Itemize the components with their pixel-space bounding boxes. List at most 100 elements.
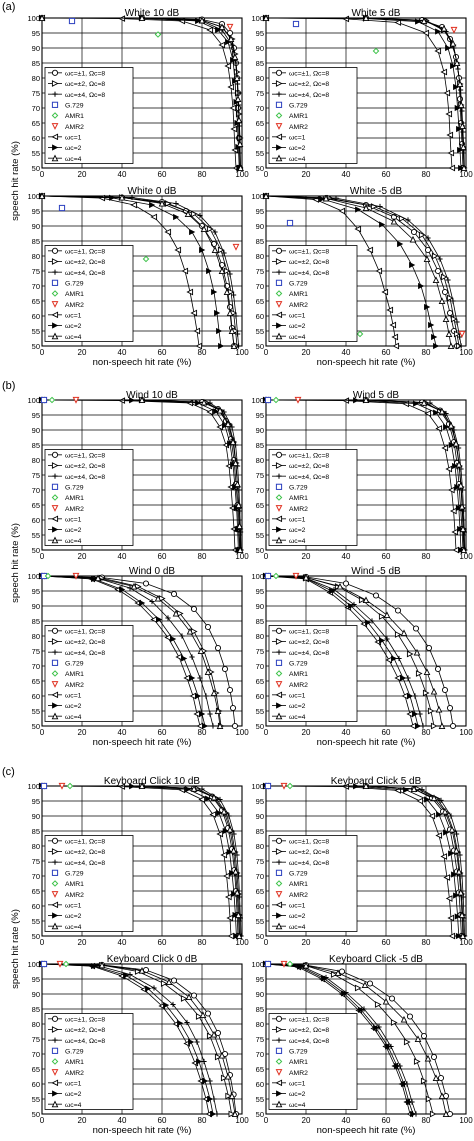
x-tick-label: 20 (302, 728, 311, 737)
series-point (229, 869, 236, 877)
series-point (460, 164, 468, 172)
legend-marker (51, 112, 59, 119)
x-tick-label: 60 (158, 348, 167, 357)
series-point (354, 984, 362, 992)
y-tick-label: 60 (256, 516, 264, 525)
series-point (206, 267, 213, 275)
series-point (397, 240, 404, 248)
series-point (195, 1013, 203, 1020)
y-tick-label: 90 (32, 426, 40, 435)
series-point (374, 1001, 382, 1008)
series-point (381, 288, 389, 296)
legend-marker (275, 290, 283, 297)
x-tick-label: 40 (342, 938, 351, 947)
legend-marker (51, 332, 59, 340)
series-point (422, 29, 430, 37)
series-point (445, 44, 452, 52)
series-point (211, 288, 218, 296)
series-point (460, 143, 467, 151)
series-point (214, 644, 222, 652)
y-tick-label: 90 (256, 44, 264, 53)
legend-marker (51, 279, 59, 286)
y-tick-label: 60 (256, 902, 264, 911)
y-tick-label: 70 (256, 872, 264, 881)
series-point (379, 221, 386, 228)
series-point (453, 330, 461, 338)
legend-marker (52, 91, 58, 97)
y-tick-label: 65 (32, 887, 40, 896)
series-point (413, 1058, 421, 1065)
y-tick-label: 75 (256, 267, 264, 276)
series-point (460, 546, 468, 554)
series-point (334, 969, 342, 977)
series-point (354, 225, 362, 233)
series-point (369, 618, 375, 624)
legend-marker (275, 332, 283, 340)
series-point (453, 892, 460, 899)
chart-title: White 0 dB (128, 186, 177, 197)
series-point (38, 14, 46, 22)
y-tick-label: 75 (256, 89, 264, 98)
legend-label: AMR2 (289, 1070, 308, 1077)
series-point (233, 313, 239, 319)
series-point (236, 522, 243, 530)
legend-marker (51, 627, 59, 634)
legend-marker (276, 649, 282, 655)
series-point (406, 650, 414, 658)
series-point (218, 23, 226, 31)
series-point (220, 851, 228, 859)
x-tick-label: 0 (40, 170, 45, 179)
series-point (449, 722, 457, 730)
series-point (336, 582, 344, 590)
series-point (238, 529, 244, 535)
legend-label: ωc=±4, Ωc=8 (65, 650, 105, 657)
y-tick-label: 55 (32, 327, 40, 336)
y-tick-label: 100 (251, 192, 264, 201)
x-tick-label: 0 (40, 1116, 45, 1125)
series-point (445, 465, 453, 473)
series-point (181, 267, 189, 275)
x-axis-label: non-speech hit rate (%) (93, 1125, 192, 1136)
legend-label: ωc=1 (65, 692, 82, 699)
y-tick-label: 55 (256, 1095, 264, 1104)
x-tick-label: 20 (78, 1116, 87, 1125)
series-point (226, 825, 234, 833)
legend-marker (52, 649, 58, 655)
x-tick-label: 100 (235, 1116, 249, 1125)
series-point (226, 686, 234, 694)
series-point (207, 400, 213, 406)
x-tick-label: 20 (302, 938, 311, 947)
series-point (415, 670, 423, 677)
series-point (231, 292, 237, 298)
series-point (459, 122, 466, 130)
series-point (458, 502, 466, 510)
y-tick-label: 95 (32, 587, 40, 596)
legend-marker (52, 702, 59, 709)
x-tick-label: 40 (118, 552, 127, 561)
x-tick-label: 100 (459, 348, 473, 357)
y-tick-label: 85 (32, 617, 40, 626)
series-point (447, 914, 455, 922)
y-tick-label: 75 (32, 647, 40, 656)
y-tick-label: 90 (32, 602, 40, 611)
series-point (455, 460, 463, 468)
codec-point (72, 396, 80, 404)
legend-label: ωc=±1, Ωc=8 (289, 628, 329, 635)
legend-marker (275, 301, 283, 308)
series-point (457, 852, 463, 858)
series-point (453, 59, 461, 67)
series-point (372, 592, 380, 599)
legend-marker (275, 880, 283, 887)
series-point (203, 693, 209, 699)
y-tick-label: 50 (256, 1110, 264, 1119)
y-tick-label: 90 (256, 602, 264, 611)
series-point (202, 1077, 209, 1085)
legend-label: ωc=1 (65, 516, 82, 523)
y-tick-label: 65 (256, 677, 264, 686)
series-point (145, 985, 152, 992)
legend-marker (275, 483, 283, 490)
legend-marker (51, 80, 59, 87)
series-point (366, 246, 374, 254)
y-tick-label: 90 (256, 812, 264, 821)
series-point (443, 874, 451, 881)
